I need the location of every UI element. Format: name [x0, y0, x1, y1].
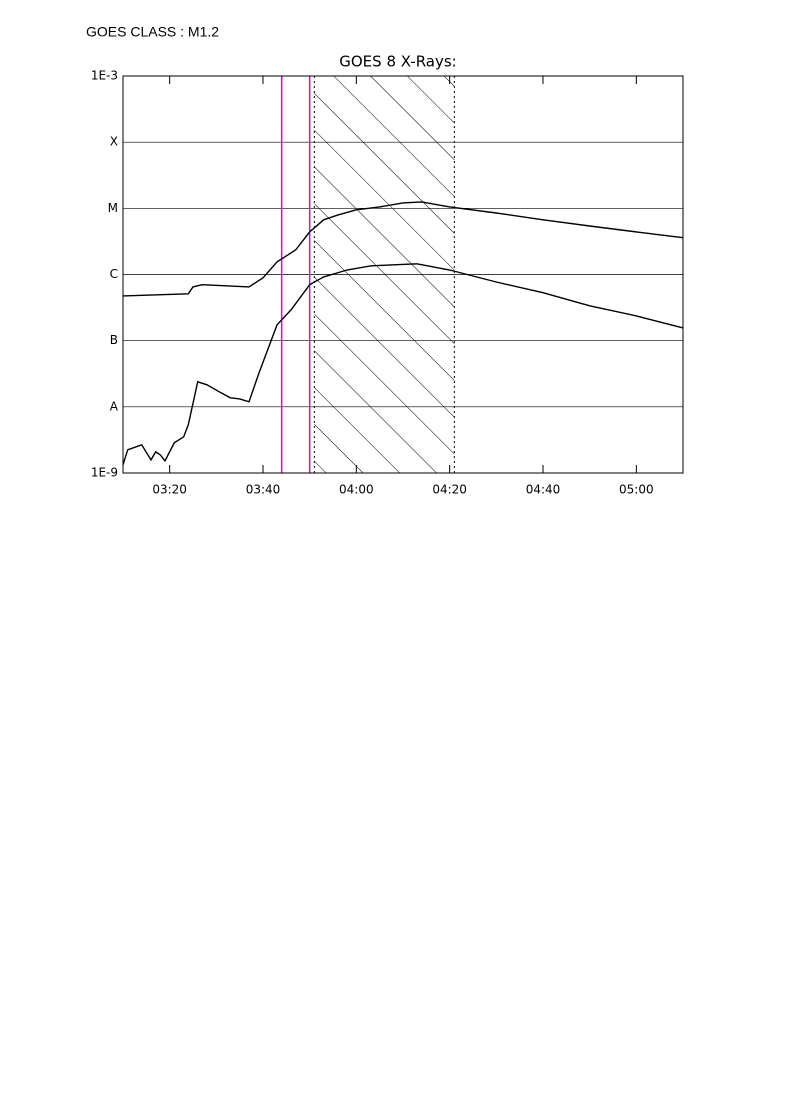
x-tick-label: 03:20: [152, 483, 187, 497]
series-line: [122, 263, 684, 466]
x-tick-label: 05:00: [619, 483, 654, 497]
y-tick-label: B: [110, 333, 118, 347]
x-tick-label: 04:00: [339, 483, 374, 497]
header: GOES CLASS : M1.2: [86, 24, 219, 40]
x-tick-label: 04:40: [526, 483, 561, 497]
y-tick-label: A: [110, 399, 119, 413]
y-tick-label: M: [108, 201, 118, 215]
x-tick-label: 04:20: [432, 483, 467, 497]
y-tick-label: 1E-9: [91, 466, 118, 480]
y-tick-label: C: [110, 267, 118, 281]
x-tick-label: 03:40: [246, 483, 281, 497]
plot-frame: [122, 75, 684, 474]
y-tick-label: 1E-3: [91, 69, 118, 83]
series-line: [122, 201, 684, 297]
y-tick-label: X: [110, 135, 118, 149]
chart-title: GOES 8 X-Rays:: [339, 53, 456, 71]
